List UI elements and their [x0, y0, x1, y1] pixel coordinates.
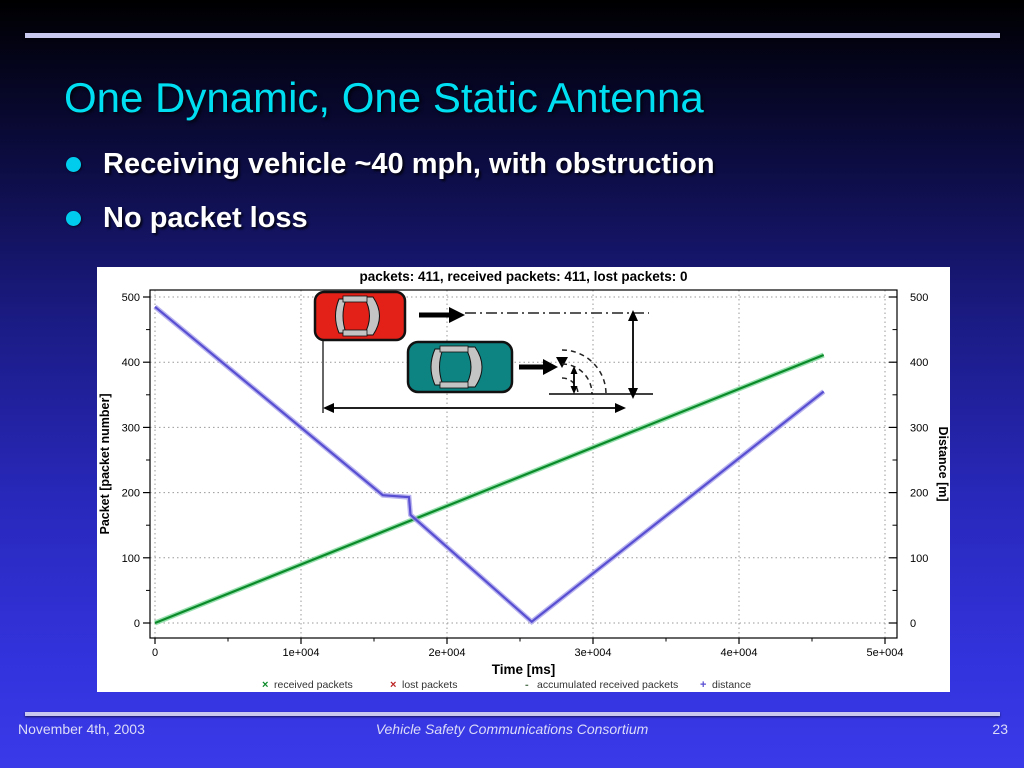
- chart-text: packets: 411, received packets: 411, los…: [98, 269, 950, 677]
- bullet-item: No packet loss: [66, 202, 715, 235]
- teal-car-icon: [406, 340, 514, 394]
- chart-gridlines: [150, 290, 897, 638]
- svg-text:lost packets: lost packets: [402, 679, 457, 691]
- svg-text:-: -: [525, 679, 529, 691]
- bullet-dot-icon: [66, 211, 81, 226]
- svg-text:packets: 411, received packets: packets: 411, received packets: 411, los…: [360, 269, 688, 284]
- svg-text:Time [ms]: Time [ms]: [492, 662, 556, 677]
- bullet-text: Receiving vehicle ~40 mph, with obstruct…: [103, 148, 715, 180]
- svg-text:+: +: [700, 679, 706, 691]
- svg-text:×: ×: [390, 679, 396, 691]
- chart-axes: [143, 289, 898, 644]
- distance-measure-arrows: [323, 403, 626, 413]
- antenna-icon: [556, 357, 568, 368]
- svg-text:100: 100: [122, 553, 140, 565]
- svg-text:distance: distance: [712, 679, 751, 691]
- bullet-list: Receiving vehicle ~40 mph, with obstruct…: [66, 148, 715, 256]
- red-car-icon: [313, 290, 407, 342]
- slide-title: One Dynamic, One Static Antenna: [64, 74, 704, 121]
- svg-text:5e+004: 5e+004: [866, 647, 903, 659]
- lateral-offset-arrow: [628, 310, 638, 399]
- footer-organization: Vehicle Safety Communications Consortium: [375, 721, 649, 737]
- packet-distance-chart: packets: 411, received packets: 411, los…: [97, 267, 950, 692]
- footer-page-number: 23: [992, 721, 1008, 737]
- svg-text:Packet [packet number]: Packet [packet number]: [98, 393, 112, 534]
- svg-text:100: 100: [910, 553, 928, 565]
- svg-text:500: 500: [910, 292, 928, 304]
- svg-text:received packets: received packets: [274, 679, 353, 691]
- vehicle-scenario-diagram: [313, 290, 653, 413]
- bullet-text: No packet loss: [103, 202, 308, 234]
- svg-text:300: 300: [910, 422, 928, 434]
- antenna-waves-icon: [561, 349, 607, 395]
- svg-text:0: 0: [134, 618, 140, 630]
- svg-text:400: 400: [122, 357, 140, 369]
- bottom-divider-rule: [25, 712, 1000, 716]
- svg-text:2e+004: 2e+004: [428, 647, 465, 659]
- red-car-arrow-icon: [419, 307, 465, 323]
- bullet-item: Receiving vehicle ~40 mph, with obstruct…: [66, 148, 715, 181]
- svg-text:Distance [m]: Distance [m]: [936, 426, 950, 501]
- footer-date: November 4th, 2003: [18, 721, 145, 737]
- svg-text:accumulated received packets: accumulated received packets: [537, 679, 678, 691]
- svg-text:3e+004: 3e+004: [574, 647, 611, 659]
- chart-series: [153, 304, 826, 626]
- chart-legend: × received packets × lost packets - accumulat…: [262, 679, 751, 691]
- svg-text:200: 200: [122, 488, 140, 500]
- svg-text:4e+004: 4e+004: [720, 647, 757, 659]
- teal-car-arrow-icon: [519, 359, 558, 375]
- svg-text:400: 400: [910, 357, 928, 369]
- svg-text:×: ×: [262, 679, 268, 691]
- antenna-height-arrow: [570, 366, 578, 394]
- svg-text:300: 300: [122, 422, 140, 434]
- top-divider-rule: [25, 33, 1000, 38]
- chart-canvas: packets: 411, received packets: 411, los…: [98, 269, 950, 691]
- svg-text:0: 0: [910, 618, 916, 630]
- svg-text:200: 200: [910, 488, 928, 500]
- bullet-dot-icon: [66, 157, 81, 172]
- svg-text:1e+004: 1e+004: [282, 647, 319, 659]
- svg-text:500: 500: [122, 292, 140, 304]
- svg-text:0: 0: [152, 647, 158, 659]
